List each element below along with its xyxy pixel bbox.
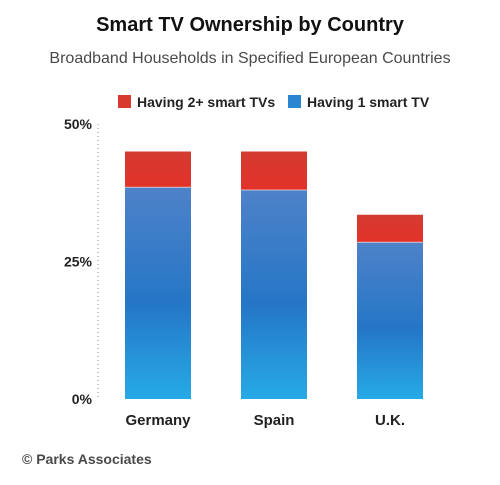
bar-one-spain	[241, 190, 307, 399]
y-tick-label: 25%	[64, 254, 93, 270]
bar-two-plus-spain	[241, 151, 307, 190]
bar-one-germany	[125, 187, 191, 399]
legend-label: Having 2+ smart TVs	[137, 94, 275, 110]
x-tick-label: Spain	[254, 412, 295, 429]
x-tick-label: Germany	[125, 412, 191, 429]
source-credit: © Parks Associates	[22, 451, 152, 467]
x-tick-label: U.K.	[375, 412, 405, 429]
bar-two-plus-germany	[125, 151, 191, 188]
legend-swatch	[118, 95, 131, 108]
chart-title: Smart TV Ownership by Country	[96, 14, 404, 36]
bar-one-uk	[357, 242, 423, 399]
y-tick-label: 0%	[72, 391, 93, 407]
legend-swatch	[288, 95, 301, 108]
chart-subtitle: Broadband Households in Specified Europe…	[49, 50, 451, 67]
bar-two-plus-uk	[357, 214, 423, 243]
y-tick-label: 50%	[64, 116, 93, 132]
legend-label: Having 1 smart TV	[307, 94, 430, 110]
